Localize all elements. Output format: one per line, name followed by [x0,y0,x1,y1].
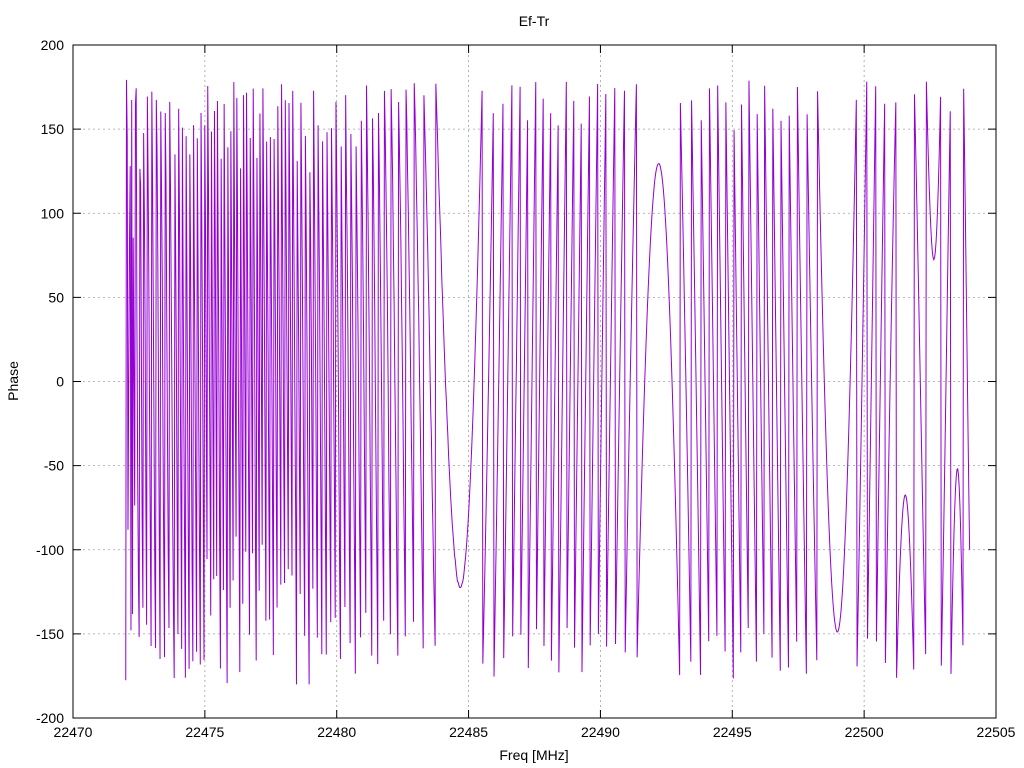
chart-title: Ef-Tr [519,13,550,29]
ticks-layer: 22470 22475 22480 22485 22490 22495 22500 22505… [36,37,1016,740]
x-tick-label: 22485 [449,724,488,740]
series-layer [125,79,971,685]
y-tick-label: 150 [41,121,65,137]
x-tick-label: 22505 [977,724,1016,740]
y-tick-label: -100 [36,542,64,558]
x-tick-label: 22490 [581,724,620,740]
x-tick-label: 22475 [185,724,224,740]
y-tick-label: 50 [48,289,64,305]
x-tick-label: 22480 [317,724,356,740]
x-tick-label: 22470 [54,724,93,740]
y-tick-label: -150 [36,626,64,642]
x-tick-label: 22500 [845,724,884,740]
y-tick-label: 100 [41,205,65,221]
y-axis-label: Phase [5,361,21,401]
phase-series-line [125,79,971,685]
y-tick-label: 200 [41,37,65,53]
x-tick-label: 22495 [713,724,752,740]
y-tick-label: -200 [36,710,64,726]
y-tick-label: -50 [44,458,64,474]
y-tick-label: 0 [56,374,64,390]
plot-border [72,44,997,719]
x-axis-label: Freq [MHz] [499,747,568,763]
